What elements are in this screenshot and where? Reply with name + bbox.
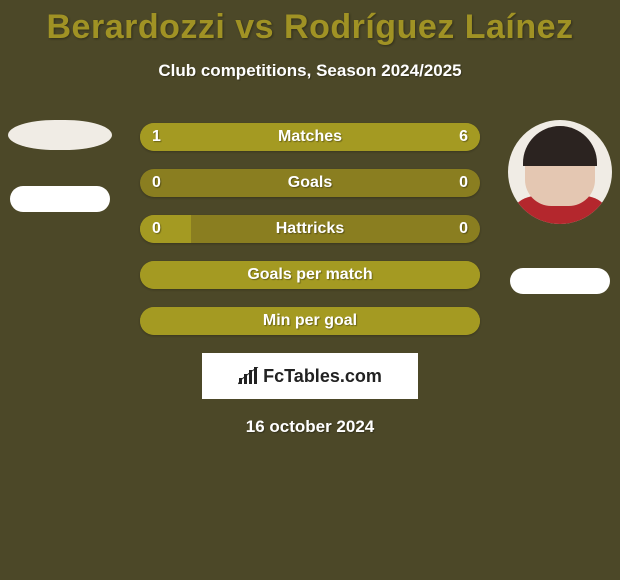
comparison-bars: Matches16Goals00Hattricks00Goals per mat… [140,123,480,335]
stat-value-left: 0 [140,215,173,243]
stat-label: Goals per match [140,261,480,289]
stat-row: Goals per match [140,261,480,289]
avatar-hair-icon [523,126,597,166]
bars-icon [238,367,260,385]
stat-row: Goals0 0 [140,169,480,197]
stat-row: Hattricks0 0 [140,215,480,243]
avatar-left [8,120,112,150]
date: 16 october 2024 [0,417,620,437]
stat-label: Hattricks [140,215,480,243]
avatar-right [508,120,612,224]
logo-text: FcTables.com [263,366,382,387]
logo-box: FcTables.com [202,353,418,399]
logo: FcTables.com [238,366,382,387]
stat-value-right: 0 [447,215,480,243]
stat-value-left: 1 [140,123,173,151]
stat-row: Min per goal [140,307,480,335]
stat-value-left: 0 [140,169,173,197]
comparison-card: Berardozzi vs Rodríguez Laínez Club comp… [0,0,620,580]
stat-row: Matches1 6 [140,123,480,151]
name-pill-left [10,186,110,212]
stat-label: Min per goal [140,307,480,335]
subtitle: Club competitions, Season 2024/2025 [0,61,620,81]
stat-label: Matches [140,123,480,151]
page-title: Berardozzi vs Rodríguez Laínez [0,0,620,47]
stat-value-right: 6 [447,123,480,151]
player-right [508,120,612,294]
name-pill-right [510,268,610,294]
stat-label: Goals [140,169,480,197]
player-left [8,120,112,212]
stat-value-right: 0 [447,169,480,197]
